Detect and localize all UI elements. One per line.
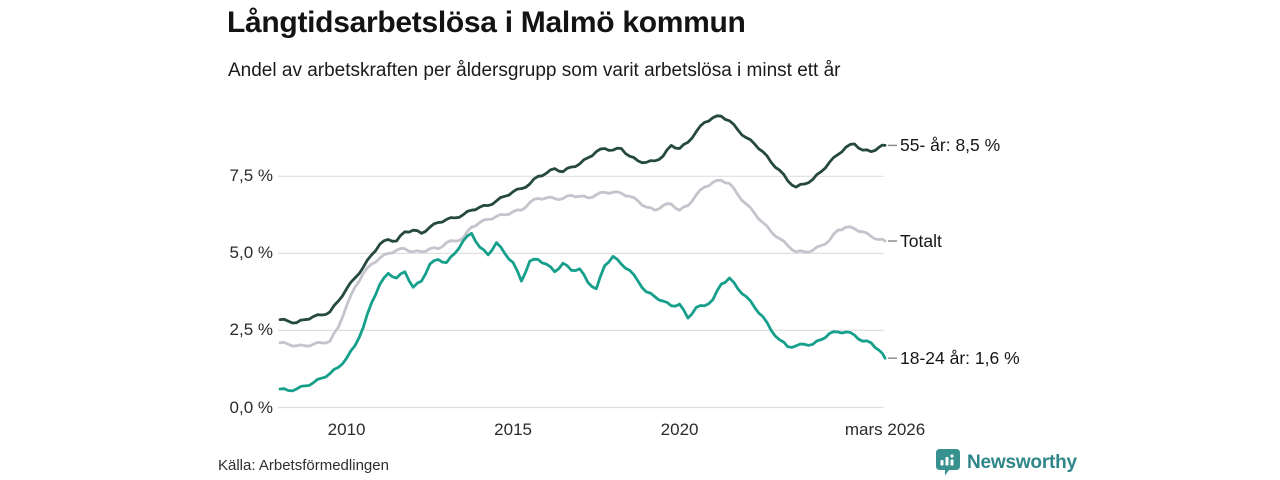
x-axis-tick-label: 2010 (327, 420, 366, 439)
y-axis-tick-label: 7,5 % (229, 166, 273, 186)
chart-subtitle: Andel av arbetskraften per åldersgrupp s… (228, 60, 841, 81)
series-end-label: Totalt (900, 231, 942, 252)
newsworthy-badge-icon (936, 449, 960, 476)
series-line-55-r (278, 114, 887, 325)
x-axis-tick-label: mars 2026 (844, 420, 926, 439)
source-note: Källa: Arbetsförmedlingen (218, 457, 389, 474)
series-end-label: 55- år: 8,5 % (900, 135, 1001, 156)
x-axis-tick-label: 2020 (660, 420, 699, 439)
series-line-totalt (278, 178, 887, 348)
y-axis-tick-label: 5,0 % (229, 243, 273, 263)
series-line-18-24-r (278, 231, 887, 393)
y-axis-tick-label: 2,5 % (229, 320, 273, 340)
series-end-label: 18-24 år: 1,6 % (900, 348, 1020, 369)
x-axis-tick-label: 2015 (494, 420, 532, 439)
newsworthy-wordmark: Newsworthy (967, 451, 1077, 473)
newsworthy-logo[interactable]: Newsworthy (936, 449, 1077, 476)
y-axis-tick-label: 0,0 % (229, 397, 273, 417)
page-title: Långtidsarbetslösa i Malmö kommun (227, 6, 746, 39)
